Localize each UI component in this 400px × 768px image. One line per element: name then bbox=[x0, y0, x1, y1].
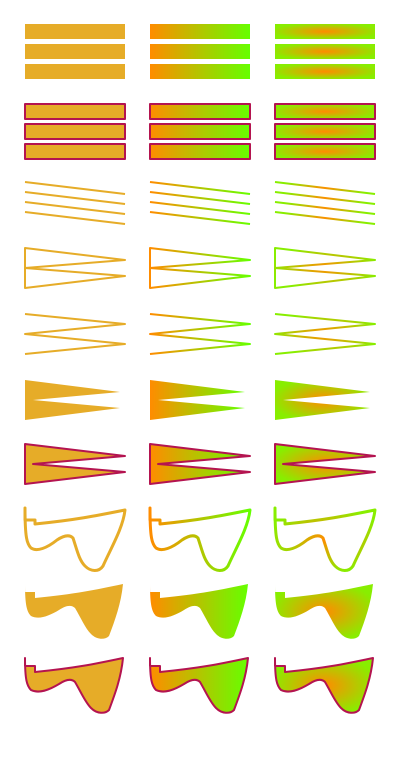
curve-filled-shape-0 bbox=[275, 584, 373, 639]
rect-bars-filled-stroked-shape-1 bbox=[274, 123, 376, 140]
closed-zigzag-outline-shape-0 bbox=[24, 247, 126, 289]
open-zigzag-lines-shape-0 bbox=[149, 181, 251, 195]
closed-zigzag-outline-shape-0 bbox=[149, 247, 251, 289]
rect-bars-filled-stroked-shape-1 bbox=[149, 123, 251, 140]
curve-filled-shape-0 bbox=[150, 584, 248, 639]
rect-bars-filled-solid bbox=[25, 24, 125, 79]
open-zigzag-polyline-shape-0 bbox=[274, 313, 376, 355]
open-zigzag-lines-shape-1 bbox=[24, 191, 126, 205]
closed-zigzag-outline-linear-gradient bbox=[149, 247, 251, 289]
curve-outline-shape-0 bbox=[148, 506, 252, 572]
zigzag-filled-stroked-linear-gradient bbox=[149, 443, 251, 485]
curve-filled-stroked-radial-gradient bbox=[274, 657, 374, 714]
zigzag-filled-solid bbox=[25, 380, 120, 420]
rect-bars-filled-stroked-shape-0 bbox=[24, 103, 126, 120]
closed-zigzag-outline-shape-0 bbox=[274, 247, 376, 289]
rect-bars-filled-stroked-shape-2 bbox=[24, 143, 126, 160]
zigzag-filled-stroked-shape-0 bbox=[274, 443, 376, 485]
rect-bars-filled-stroked-shape-0 bbox=[274, 103, 376, 120]
curve-filled-linear-gradient bbox=[150, 584, 248, 639]
zigzag-filled-shape-0 bbox=[275, 380, 370, 420]
zigzag-filled-stroked-shape-0 bbox=[24, 443, 126, 485]
open-zigzag-lines-shape-1 bbox=[274, 191, 376, 205]
curve-filled-radial-gradient bbox=[275, 584, 373, 639]
curve-filled-stroked-linear-gradient bbox=[149, 657, 249, 714]
curve-outline-linear-gradient bbox=[148, 506, 252, 572]
open-zigzag-lines-solid bbox=[24, 181, 126, 225]
curve-outline-shape-0 bbox=[273, 506, 377, 572]
open-zigzag-polyline-radial-gradient bbox=[274, 313, 376, 355]
open-zigzag-lines-shape-0 bbox=[274, 181, 376, 195]
zigzag-filled-linear-gradient bbox=[150, 380, 245, 420]
open-zigzag-lines-shape-3 bbox=[274, 211, 376, 225]
curve-outline-radial-gradient bbox=[273, 506, 377, 572]
rect-bars-filled-shape-0 bbox=[25, 24, 125, 39]
rect-bars-filled-shape-2 bbox=[150, 64, 250, 79]
curve-filled-stroked-solid bbox=[24, 657, 124, 714]
zigzag-filled-stroked-solid bbox=[24, 443, 126, 485]
curve-filled-stroked-shape-0 bbox=[149, 657, 249, 714]
open-zigzag-polyline-shape-0 bbox=[24, 313, 126, 355]
rect-bars-filled-shape-2 bbox=[25, 64, 125, 79]
rect-bars-filled-stroked-shape-2 bbox=[274, 143, 376, 160]
open-zigzag-lines-shape-3 bbox=[149, 211, 251, 225]
rect-bars-filled-shape-1 bbox=[275, 44, 375, 59]
rect-bars-filled-linear-gradient bbox=[150, 24, 250, 79]
rect-bars-filled-stroked-linear-gradient bbox=[149, 103, 251, 160]
zigzag-filled-stroked-radial-gradient bbox=[274, 443, 376, 485]
open-zigzag-lines-shape-2 bbox=[149, 201, 251, 215]
curve-filled-stroked-shape-0 bbox=[24, 657, 124, 714]
rect-bars-filled-stroked-shape-0 bbox=[149, 103, 251, 120]
rect-bars-filled-shape-1 bbox=[25, 44, 125, 59]
open-zigzag-lines-shape-2 bbox=[24, 201, 126, 215]
closed-zigzag-outline-radial-gradient bbox=[274, 247, 376, 289]
rect-bars-filled-stroked-solid bbox=[24, 103, 126, 160]
rect-bars-filled-shape-2 bbox=[275, 64, 375, 79]
curve-outline-solid bbox=[23, 506, 127, 572]
rect-bars-filled-shape-0 bbox=[150, 24, 250, 39]
open-zigzag-polyline-solid bbox=[24, 313, 126, 355]
open-zigzag-lines-shape-3 bbox=[24, 211, 126, 225]
open-zigzag-lines-shape-1 bbox=[149, 191, 251, 205]
open-zigzag-lines-linear-gradient bbox=[149, 181, 251, 225]
rect-bars-filled-shape-0 bbox=[275, 24, 375, 39]
open-zigzag-lines-shape-0 bbox=[24, 181, 126, 195]
rect-bars-filled-shape-1 bbox=[150, 44, 250, 59]
zigzag-filled-stroked-shape-0 bbox=[149, 443, 251, 485]
open-zigzag-polyline-shape-0 bbox=[149, 313, 251, 355]
open-zigzag-lines-shape-2 bbox=[274, 201, 376, 215]
zigzag-filled-shape-0 bbox=[150, 380, 245, 420]
rect-bars-filled-stroked-shape-2 bbox=[149, 143, 251, 160]
curve-filled-shape-0 bbox=[25, 584, 123, 639]
rect-bars-filled-radial-gradient bbox=[275, 24, 375, 79]
zigzag-filled-shape-0 bbox=[25, 380, 120, 420]
open-zigzag-polyline-linear-gradient bbox=[149, 313, 251, 355]
curve-outline-shape-0 bbox=[23, 506, 127, 572]
rect-bars-filled-stroked-shape-1 bbox=[24, 123, 126, 140]
closed-zigzag-outline-solid bbox=[24, 247, 126, 289]
zigzag-filled-radial-gradient bbox=[275, 380, 370, 420]
open-zigzag-lines-radial-gradient bbox=[274, 181, 376, 225]
curve-filled-solid bbox=[25, 584, 123, 639]
rect-bars-filled-stroked-radial-gradient bbox=[274, 103, 376, 160]
curve-filled-stroked-shape-0 bbox=[274, 657, 374, 714]
